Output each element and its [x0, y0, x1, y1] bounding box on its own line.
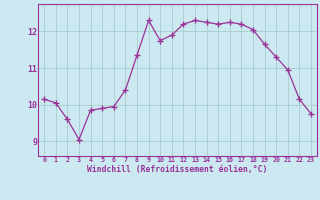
- X-axis label: Windchill (Refroidissement éolien,°C): Windchill (Refroidissement éolien,°C): [87, 165, 268, 174]
